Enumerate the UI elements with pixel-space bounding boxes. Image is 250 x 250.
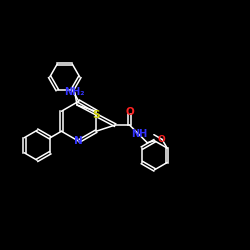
Text: O: O xyxy=(158,135,165,144)
Text: NH: NH xyxy=(132,129,148,139)
Text: N: N xyxy=(74,136,83,146)
Text: NH₂: NH₂ xyxy=(64,87,85,97)
Text: O: O xyxy=(125,107,134,117)
Text: S: S xyxy=(92,110,100,120)
